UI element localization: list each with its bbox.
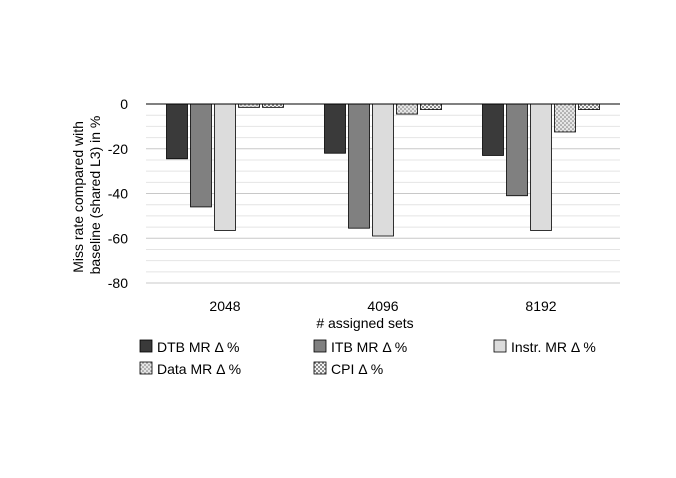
x-category-label: 4096	[367, 298, 398, 314]
legend-swatch	[313, 361, 327, 375]
legend-label: Data MR Δ %	[157, 361, 241, 377]
bars	[166, 103, 600, 237]
y-tick-label: -20	[108, 141, 128, 157]
bar-2-8192	[506, 103, 528, 197]
bar-5-4096	[420, 103, 442, 110]
x-axis-title: # assigned sets	[316, 315, 413, 331]
legend-swatch	[139, 361, 153, 375]
bar-1-2048	[166, 103, 188, 160]
x-category-labels: 2048 4096 8192	[209, 298, 556, 314]
y-axis-title-line-1: Miss rate compared with	[70, 121, 86, 273]
bar-2-4096	[348, 103, 370, 229]
y-axis-title: Miss rate compared with baseline (shared…	[70, 116, 103, 275]
bar-4-2048	[238, 103, 260, 108]
x-category-label: 2048	[209, 298, 240, 314]
bar-4-8192	[554, 103, 576, 133]
legend-swatch	[139, 339, 153, 353]
bar-3-4096	[372, 103, 394, 237]
bar-5-8192	[578, 103, 600, 110]
y-tick-label: 0	[120, 96, 128, 112]
y-axis-title-line-2: baseline (shared L3) in %	[87, 116, 103, 275]
legend: DTB MR Δ % ITB MR Δ % Instr. MR Δ % Data MR…	[139, 339, 596, 377]
legend-label: ITB MR Δ %	[331, 339, 407, 355]
legend-label: CPI Δ %	[331, 361, 383, 377]
x-category-label: 8192	[525, 298, 556, 314]
y-tick-labels: 0 -20 -40 -60 -80	[108, 96, 128, 291]
legend-swatch	[493, 339, 507, 353]
legend-label: DTB MR Δ %	[157, 339, 239, 355]
y-tick-label: -80	[108, 275, 128, 291]
legend-swatch	[313, 339, 327, 353]
bar-3-8192	[530, 103, 552, 231]
bar-4-4096	[396, 103, 418, 115]
bar-1-8192	[482, 103, 504, 156]
bar-5-2048	[262, 103, 284, 108]
legend-label: Instr. MR Δ %	[511, 339, 596, 355]
bar-3-2048	[214, 103, 236, 231]
bar-2-2048	[190, 103, 212, 208]
y-tick-label: -60	[108, 230, 128, 246]
bar-1-4096	[324, 103, 346, 154]
y-tick-label: -40	[108, 186, 128, 202]
